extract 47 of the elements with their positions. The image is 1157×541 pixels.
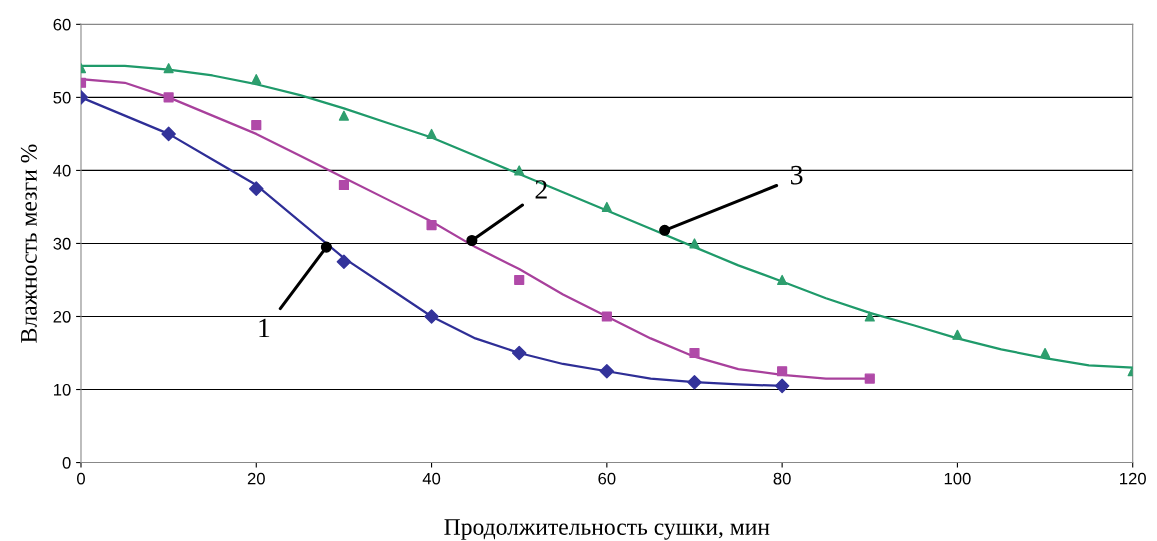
y-tick-label: 60	[53, 18, 71, 31]
y-axis-title: Влажность мезги %	[20, 144, 37, 343]
point	[251, 74, 262, 85]
point	[777, 366, 788, 377]
point	[952, 329, 963, 340]
x-tick-label: 0	[77, 472, 85, 485]
x-axis-title: Продолжительность сушки, мин	[444, 519, 770, 540]
point	[1039, 347, 1051, 359]
point	[338, 179, 350, 191]
point	[424, 309, 439, 324]
y-tick-label: 50	[53, 91, 71, 104]
y-tick-label: 40	[53, 164, 71, 177]
annotation: 1	[259, 318, 270, 338]
annotation: 3	[791, 165, 803, 185]
point	[687, 374, 702, 390]
x-tick-label: 40	[422, 472, 441, 485]
point	[163, 63, 174, 74]
point	[689, 347, 700, 359]
point	[601, 201, 612, 213]
point	[338, 110, 350, 121]
y-tick-label: 10	[54, 383, 71, 396]
point	[251, 120, 262, 131]
x-tick-label: 60	[598, 472, 616, 485]
point	[514, 274, 525, 286]
point	[864, 373, 875, 384]
point	[511, 345, 527, 361]
y-tick-label: 20	[53, 310, 71, 323]
point	[336, 254, 352, 269]
y-tick-label: 0	[62, 456, 71, 469]
point	[689, 238, 700, 249]
y-tick-label: 30	[53, 237, 71, 250]
point	[774, 378, 790, 394]
point	[426, 128, 437, 139]
point	[514, 165, 525, 176]
point	[864, 311, 875, 322]
point	[163, 92, 174, 103]
point	[248, 181, 264, 196]
annotation: 2	[535, 180, 547, 199]
point	[161, 126, 176, 142]
point	[599, 363, 615, 379]
x-tick-label: 20	[247, 472, 265, 485]
point	[777, 274, 788, 286]
point	[426, 220, 437, 231]
x-tick-label: 100	[944, 472, 971, 485]
point	[601, 311, 612, 322]
x-tick-label: 80	[773, 472, 791, 485]
x-tick-label: 120	[1120, 472, 1146, 485]
